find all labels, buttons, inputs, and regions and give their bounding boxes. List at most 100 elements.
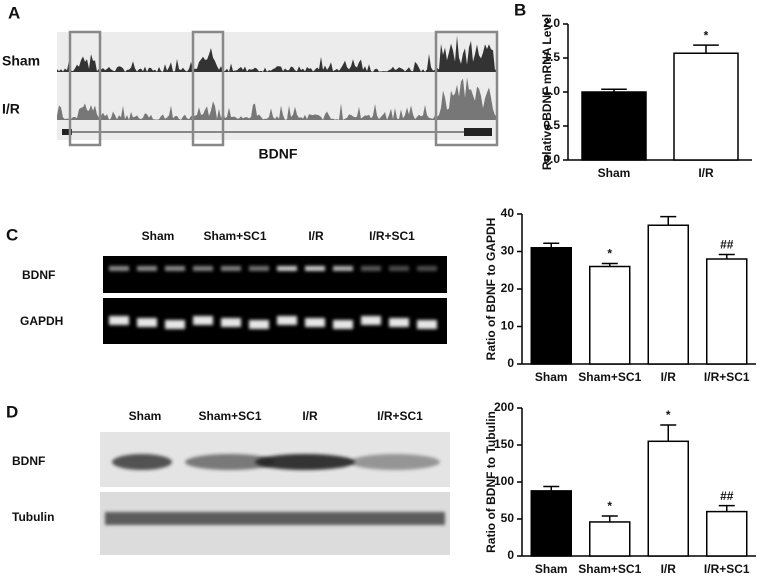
y-tick-label: 10 [501,319,515,333]
x-tick-label: I/R [661,370,677,384]
x-tick-label: I/R+SC1 [704,370,750,384]
gel-band [193,266,213,271]
track-background [57,32,497,140]
significance-mark: * [704,28,709,42]
gel-band [417,266,437,271]
panel-label: C [6,225,18,244]
highlight-box [68,30,102,147]
bar [647,224,689,365]
bar [530,490,572,557]
gel-band [249,320,269,329]
significance-mark: * [666,408,671,422]
lane-label: Sham [129,409,162,423]
gel-band [249,266,269,271]
y-axis-title: Ratio of BDNF to Tubulin [484,411,498,553]
blot-band [105,512,445,525]
x-tick-label: I/R [661,562,677,576]
blot-bands [105,454,445,525]
gel-band [389,318,409,327]
significance-mark: ## [720,238,734,252]
gel-band [305,266,325,271]
row-label: GAPDH [20,314,63,328]
gel-band [333,320,353,329]
x-tick-label: Sham [598,166,631,180]
lane-label: Sham+SC1 [198,409,261,423]
bar [673,52,739,161]
y-tick-label: 200 [494,400,514,414]
track-label: Sham [2,53,40,69]
y-tick-label: 2.0 [543,16,560,30]
y-tick-label: 40 [501,206,515,220]
gel-band [361,266,381,271]
track-label: I/R [2,101,20,117]
bar [706,510,748,557]
lane-label: I/R+SC1 [369,229,415,243]
y-tick-label: 100 [494,474,514,488]
significance-mark: * [607,247,612,261]
bar [530,247,572,365]
bar [581,91,647,161]
gel-band [389,266,409,271]
y-tick-label: 1.5 [543,50,560,64]
gel-band [109,316,129,325]
gel-band [137,318,157,327]
y-tick-label: 0 [507,548,514,562]
significance-mark: * [607,499,612,513]
gene-label: BDNF [259,146,298,162]
exon [464,128,492,136]
highlight-box [434,30,499,147]
y-tick-label: 150 [494,437,514,451]
x-tick-label: Sham [535,562,568,576]
panel-label: A [8,3,20,22]
gel-band [165,266,185,271]
gel-band [361,316,381,325]
highlight-box [191,30,225,147]
gel-band [137,266,157,271]
gel-band [221,266,241,271]
lane-label: I/R [302,409,318,423]
row-label: BDNF [12,454,45,468]
x-tick-label: Sham+SC1 [578,370,641,384]
x-tick-label: Sham [535,370,568,384]
gel-bands [109,266,437,329]
y-axis-title: Relative BDNF mRNA Level [540,14,554,170]
panel-label: D [6,402,18,421]
bar [706,258,748,365]
y-tick-label: 0.5 [543,118,560,132]
x-tick-label: I/R [698,166,714,180]
y-tick-label: 0.0 [543,152,560,166]
x-tick-label: Sham+SC1 [578,562,641,576]
bar [589,265,631,365]
y-tick-label: 30 [501,244,515,258]
row-label: BDNF [22,268,55,282]
blot-band [112,454,172,470]
y-tick-label: 20 [501,281,515,295]
y-axis-title: Ratio of BDNF to GAPDH [484,218,498,361]
bar [647,440,689,557]
lane-label: I/R+SC1 [377,409,423,423]
blot-band [350,454,440,470]
gel-band [193,316,213,325]
gel-band [305,318,325,327]
lane-label: Sham [142,229,175,243]
coverage-peaks [57,35,497,72]
y-tick-label: 1.0 [543,84,560,98]
gel-band [277,266,297,271]
panel-label: B [514,0,526,19]
x-tick-label: I/R+SC1 [704,562,750,576]
gel-band [277,316,297,325]
lane-label: Sham+SC1 [203,229,266,243]
y-tick-label: 50 [501,511,515,525]
gel-band [221,318,241,327]
gel-band [109,266,129,271]
gel-image [103,256,447,293]
row-label: Tubulin [12,510,54,524]
gel-band [165,320,185,329]
blot-band [185,454,275,470]
lane-label: I/R [308,229,324,243]
y-tick-label: 0 [507,356,514,370]
gel-band [333,266,353,271]
significance-mark: ## [720,489,734,503]
blot-band [255,454,355,470]
